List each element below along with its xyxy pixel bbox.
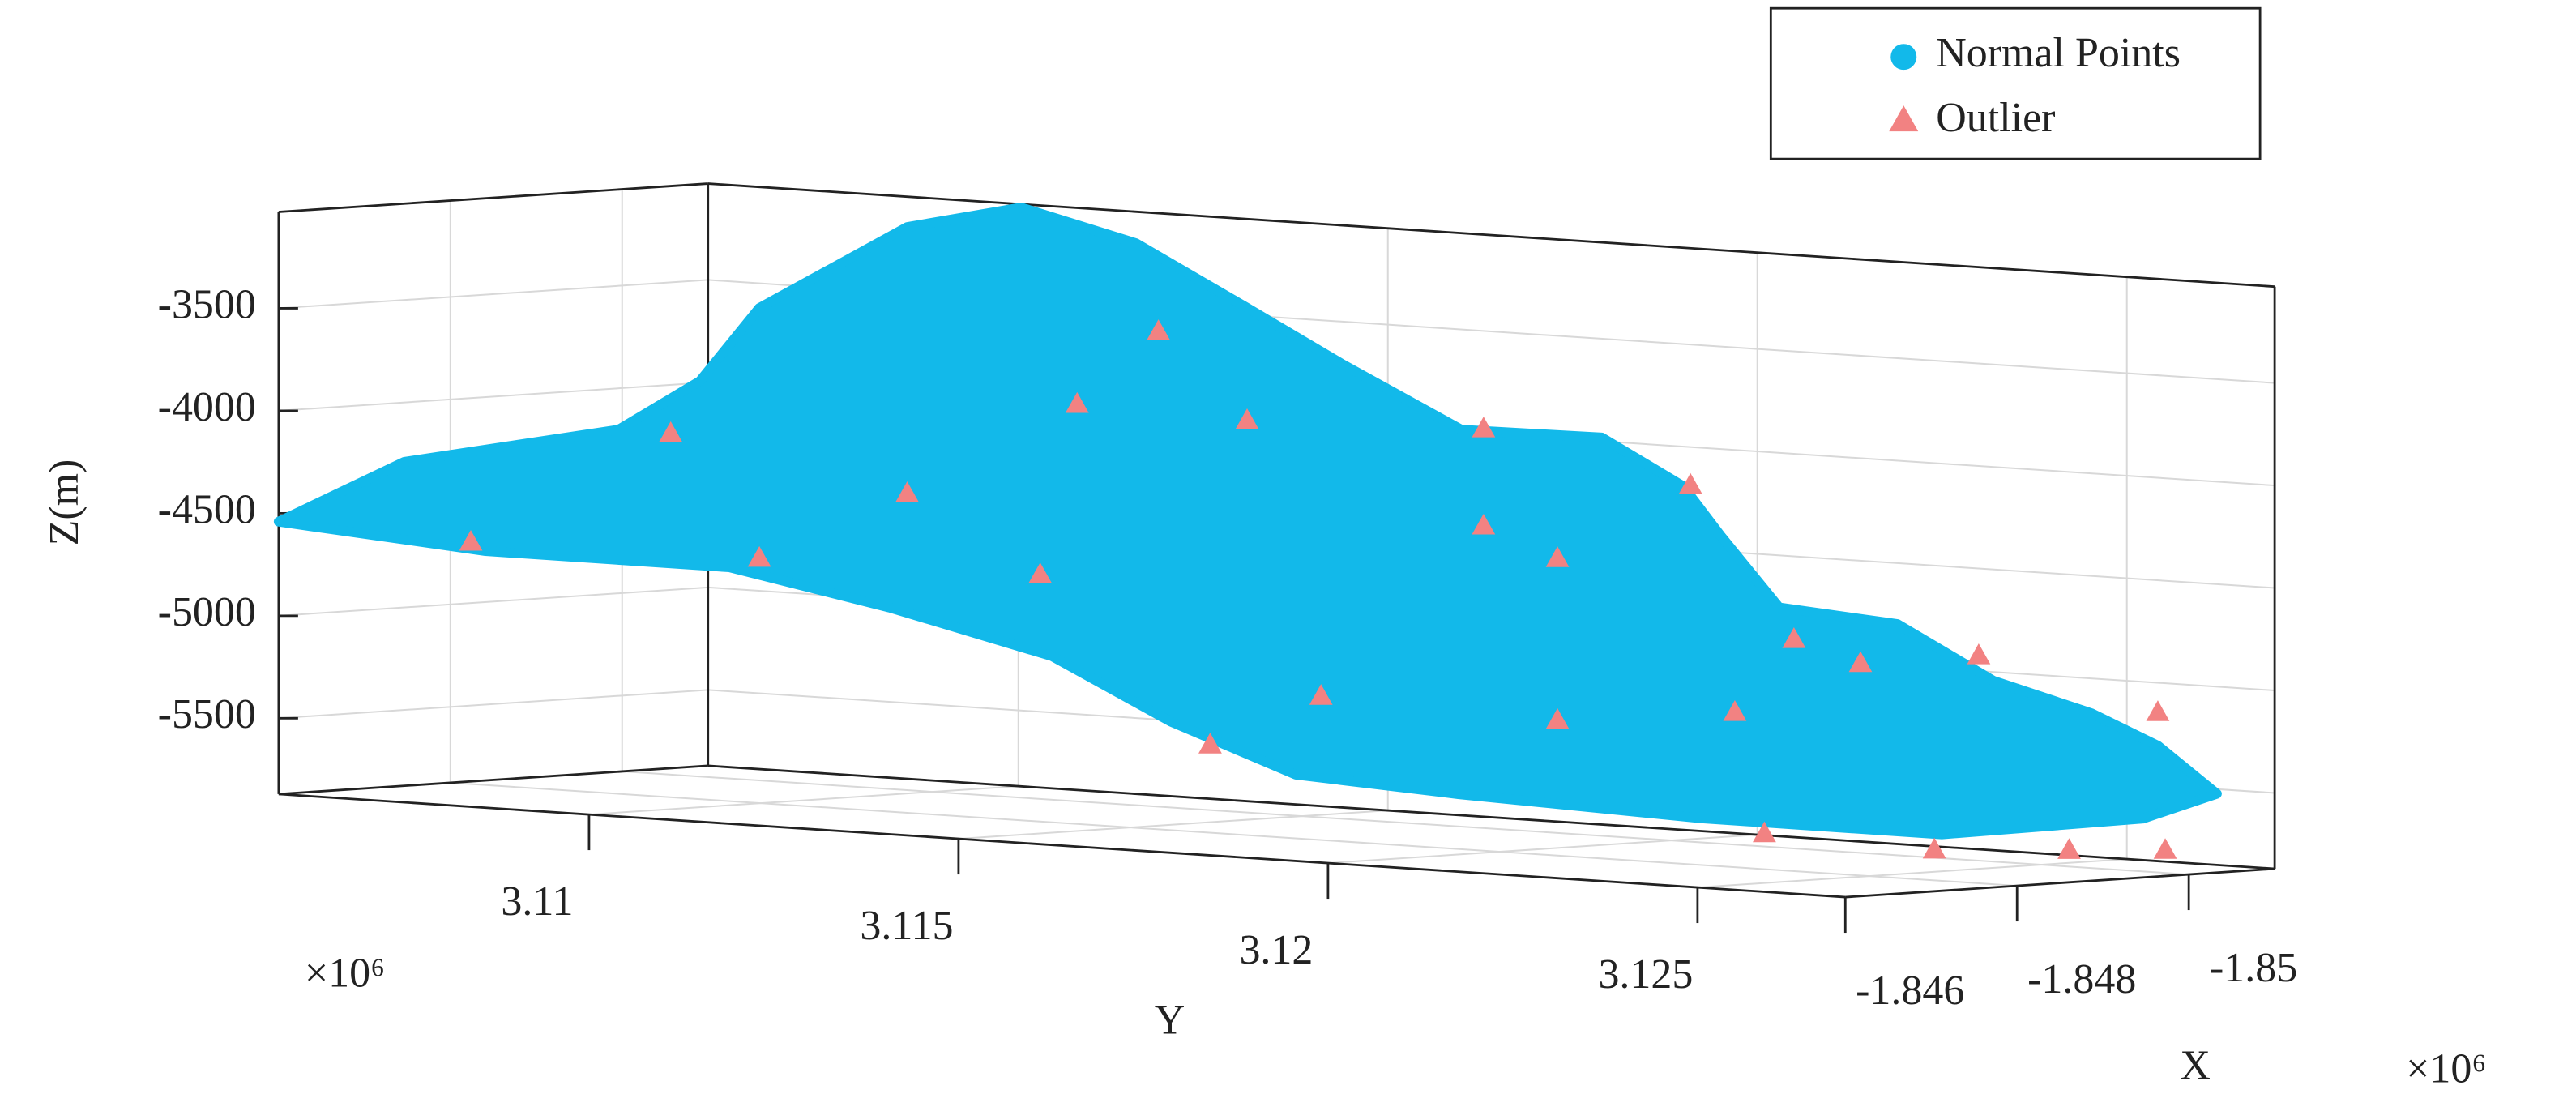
outlier-point <box>1848 651 1873 673</box>
outlier-point <box>1309 684 1333 705</box>
axis-edge <box>1845 867 2275 899</box>
legend-marker <box>1889 105 1919 132</box>
outlier-point <box>1753 821 1776 843</box>
outlier-point <box>659 421 683 442</box>
axis-edge <box>278 793 1846 899</box>
outlier-point <box>2146 700 2170 721</box>
outlier-point <box>1782 626 1806 648</box>
z-tick-label: -5500 <box>158 691 256 737</box>
point-cloud <box>273 203 2222 840</box>
x-axis-multiplier: ×10⁶ <box>2406 1046 2486 1092</box>
legend: Normal Points Outlier <box>1769 6 2262 160</box>
outlier-point <box>895 481 919 502</box>
axis-edge <box>707 764 2275 870</box>
grid-line <box>450 781 2018 887</box>
outlier-point <box>1545 707 1570 729</box>
legend-label: Outlier <box>1936 95 2055 141</box>
outlier-point <box>1922 837 1946 859</box>
z-axis-label: Z(m) <box>41 459 88 546</box>
x-tick-label: -1.848 <box>2027 956 2136 1002</box>
y-tick-label: 3.12 <box>1239 927 1313 973</box>
z-tick-label: -5000 <box>158 589 256 635</box>
z-tick-label: -3500 <box>158 281 256 327</box>
outlier-point <box>1472 417 1496 438</box>
outlier-point <box>1198 733 1222 754</box>
outlier-point <box>1472 513 1496 535</box>
axis-edge <box>278 182 708 213</box>
axis-edge <box>707 182 2275 288</box>
grid-line <box>1697 858 2127 889</box>
grid-line <box>278 279 708 310</box>
grid-line <box>958 810 1388 840</box>
x-tick-label: -1.85 <box>2210 945 2297 991</box>
outlier-point <box>2057 838 2081 859</box>
outlier-point <box>1967 643 1991 665</box>
grid-line <box>1327 834 1758 865</box>
axis-edge <box>278 764 708 796</box>
outlier-point <box>1028 562 1053 583</box>
y-tick-label: 3.125 <box>1598 951 1693 998</box>
y-axis-label: Y <box>1155 998 1185 1044</box>
outlier-point <box>1545 546 1570 567</box>
legend-box <box>1769 6 2262 160</box>
marks <box>273 203 2222 859</box>
outlier-point <box>1147 319 1170 340</box>
z-tick-label: -4500 <box>158 486 256 532</box>
grid-line <box>588 785 1019 816</box>
legend-marker <box>1890 44 1917 71</box>
x-axis-label: X <box>2180 1043 2211 1089</box>
grid-line <box>278 586 708 617</box>
y-tick-label: 3.11 <box>501 878 573 925</box>
z-tick-label: -4000 <box>158 384 256 430</box>
outlier-point <box>459 529 483 551</box>
outlier-point <box>1235 408 1259 429</box>
x-tick-label: -1.846 <box>1856 968 1964 1014</box>
legend-label: Normal Points <box>1936 30 2181 76</box>
axes-box <box>277 182 2276 934</box>
grid-line <box>278 381 708 412</box>
outlier-point <box>2153 838 2177 859</box>
grid-line <box>278 689 708 720</box>
outlier-point <box>1065 391 1089 413</box>
outlier-point <box>747 545 771 567</box>
y-tick-label: 3.115 <box>860 903 953 949</box>
y-axis-multiplier: ×10⁶ <box>305 951 385 997</box>
outlier-point <box>1678 472 1702 494</box>
outlier-point <box>1723 700 1747 721</box>
